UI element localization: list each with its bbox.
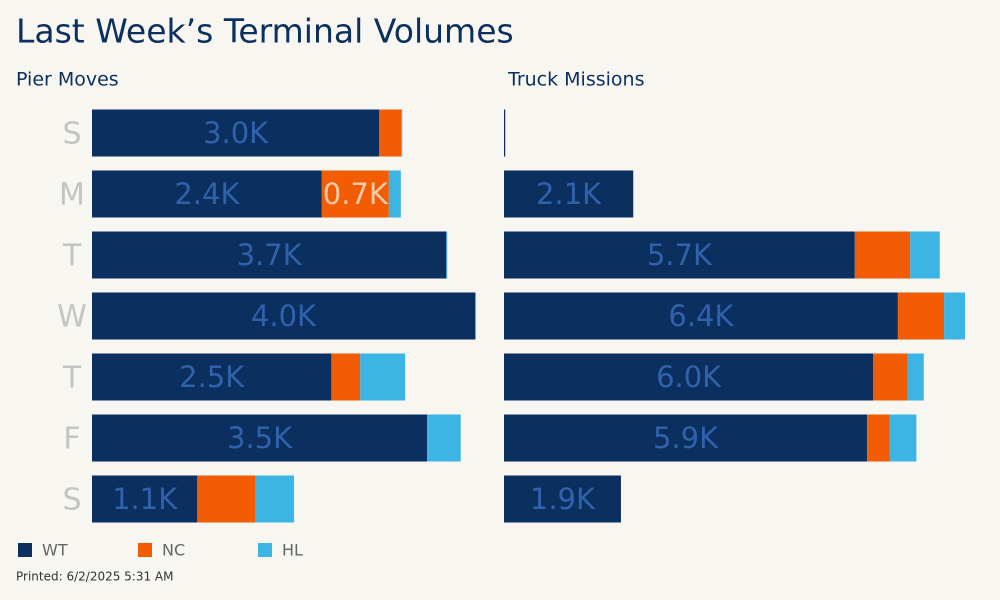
title: Last Week’s Terminal Volumes xyxy=(16,12,514,51)
bar-segment xyxy=(504,170,634,218)
y-tick-label: S xyxy=(62,483,81,518)
value-label: 3.5K xyxy=(227,421,293,455)
value-label: 5.7K xyxy=(647,238,713,272)
y-tick-label: S xyxy=(62,117,81,152)
bar-segment xyxy=(504,353,874,401)
bar-segment xyxy=(379,109,402,157)
value-label: 1.1K xyxy=(112,482,178,516)
legend-label: NC xyxy=(162,541,185,560)
bar-segment xyxy=(897,292,945,340)
value-label: 1.9K xyxy=(530,482,596,516)
legend-swatch xyxy=(258,543,272,557)
bar-segment xyxy=(92,353,332,401)
value-label: 6.0K xyxy=(656,360,722,394)
value-label: 3.0K xyxy=(203,116,269,150)
bar-segment xyxy=(92,414,428,462)
bar-segment xyxy=(92,231,447,279)
legend-swatch xyxy=(18,543,32,557)
bar-segment xyxy=(504,414,868,462)
bar-segment xyxy=(873,353,908,401)
bar-segment xyxy=(321,170,389,218)
bar-segment xyxy=(197,475,256,523)
value-label: 3.7K xyxy=(237,238,303,272)
bar-segment xyxy=(92,475,198,523)
bar-segment xyxy=(255,475,295,523)
bar-segment xyxy=(504,109,506,157)
bar-segment xyxy=(388,170,401,218)
bar-segment xyxy=(504,292,898,340)
y-tick-label: T xyxy=(62,239,82,274)
value-label: 2.5K xyxy=(179,360,245,394)
bar-segment xyxy=(360,353,406,401)
legend-label: HL xyxy=(282,541,303,560)
bar-segment xyxy=(446,231,448,279)
legend-label: WT xyxy=(42,541,68,560)
legend-swatch xyxy=(138,543,152,557)
y-tick-label: W xyxy=(57,300,87,335)
value-label: 6.4K xyxy=(668,299,734,333)
value-label: 0.7K xyxy=(323,177,389,211)
y-tick-label: F xyxy=(63,422,80,457)
bar-segment xyxy=(854,231,911,279)
footer: Printed: 6/2/2025 5:31 AM xyxy=(16,570,174,584)
value-label: 2.4K xyxy=(174,177,240,211)
bar-segment xyxy=(910,231,940,279)
value-label: 2.1K xyxy=(536,177,602,211)
bar-segment xyxy=(889,414,917,462)
bar-segment xyxy=(92,292,476,340)
bar-segment xyxy=(504,231,855,279)
chart-title: Truck Missions xyxy=(507,69,644,91)
bar-segment xyxy=(401,109,403,157)
bar-segment xyxy=(92,109,380,157)
bar-segment xyxy=(907,353,924,401)
bar-segment xyxy=(504,475,621,523)
y-tick-label: T xyxy=(62,361,82,396)
bar-segment xyxy=(427,414,461,462)
value-label: 4.0K xyxy=(251,299,317,333)
value-label: 5.9K xyxy=(653,421,719,455)
bar-segment xyxy=(331,353,361,401)
bar-segment xyxy=(475,292,476,340)
bar-segment xyxy=(867,414,890,462)
bar-segment xyxy=(92,170,322,218)
y-tick-label: M xyxy=(59,178,85,213)
bar-segment xyxy=(944,292,965,340)
chart-title: Pier Moves xyxy=(16,69,119,91)
